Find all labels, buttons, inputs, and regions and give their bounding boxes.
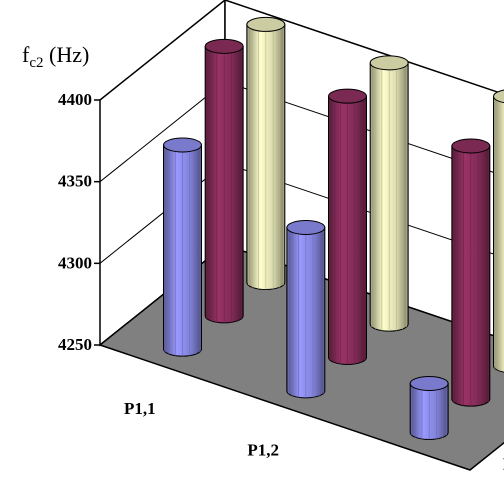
y-tick-label: 4400: [58, 90, 92, 109]
y-tick-label: 4250: [58, 335, 92, 354]
bar: [328, 88, 367, 365]
bar: [204, 38, 244, 324]
y-axis-title: fc2 (Hz): [22, 42, 89, 71]
bar: [246, 16, 286, 290]
bar-top: [204, 38, 244, 54]
depth-tick-label: H1: [503, 454, 504, 473]
bar-body: [493, 95, 504, 373]
bar-top: [451, 138, 491, 154]
gridline: [99, 0, 504, 101]
bar: [369, 55, 409, 332]
bar-top: [163, 137, 202, 153]
y-tick-label: 4350: [58, 172, 92, 191]
x-tick-label: P1,1: [124, 399, 156, 418]
bar-top: [493, 89, 504, 104]
bar: [163, 137, 202, 357]
bar: [493, 89, 504, 373]
bar: [286, 220, 326, 399]
bar-top: [369, 55, 409, 71]
bar-top: [328, 88, 367, 104]
y-tick-label: 4300: [58, 253, 92, 272]
bar: [451, 138, 491, 407]
bar: [409, 376, 449, 440]
bar-top: [246, 16, 286, 32]
x-tick-label: P1,2: [247, 441, 279, 460]
bar-top: [409, 376, 449, 391]
bar-top: [286, 220, 326, 235]
bars: [163, 16, 504, 440]
